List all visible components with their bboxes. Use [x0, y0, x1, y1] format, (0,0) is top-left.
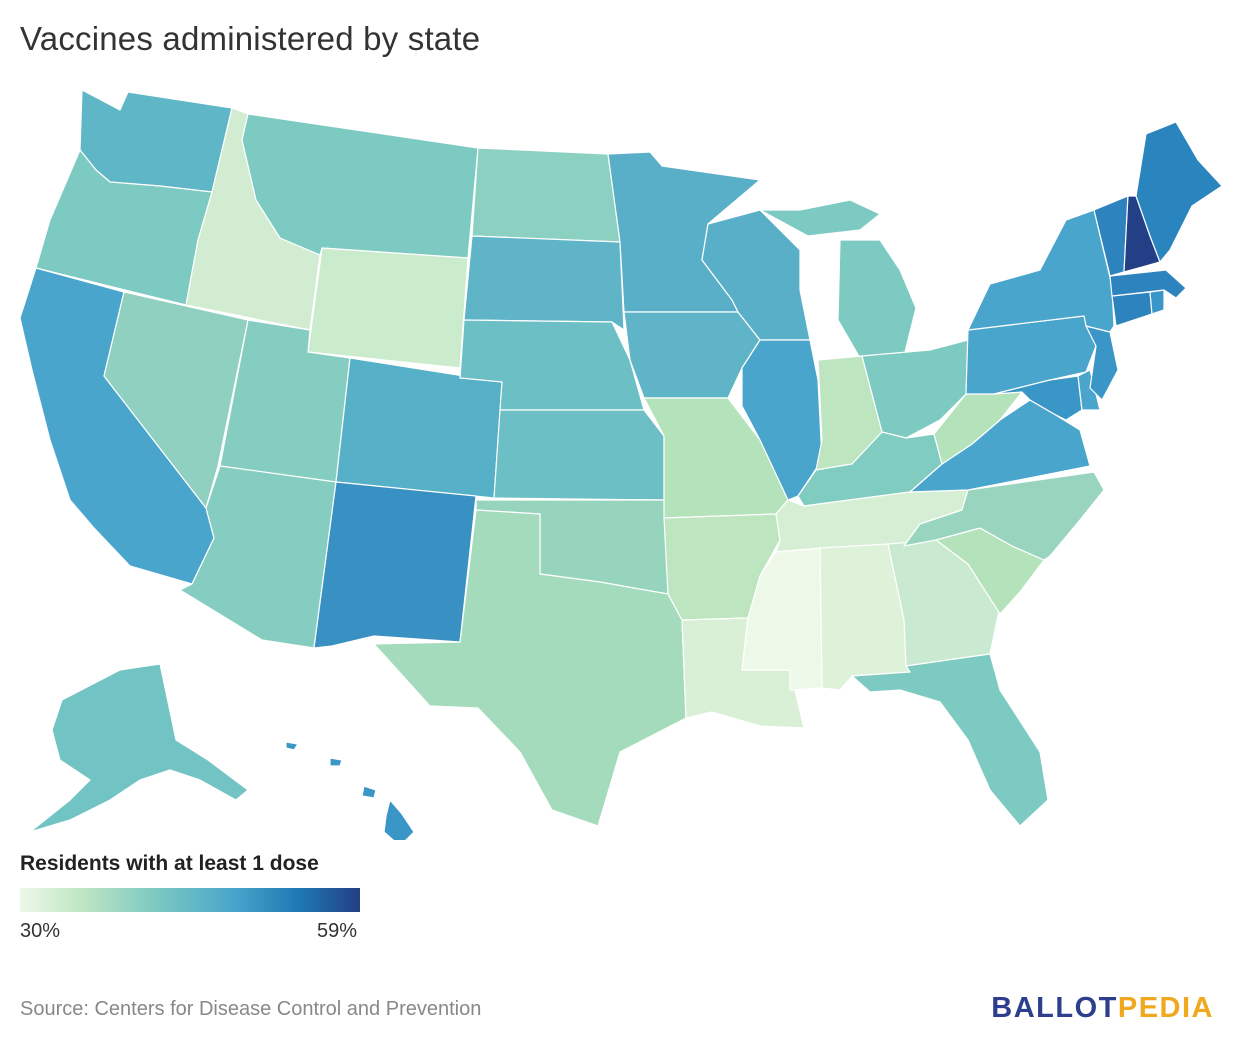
- state-IA[interactable]: [623, 311, 761, 399]
- map-title: Vaccines administered by state: [20, 20, 481, 57]
- state-SD[interactable]: [463, 235, 625, 331]
- state-TX[interactable]: [373, 509, 687, 827]
- source-note: Source: Centers for Disease Control and …: [20, 998, 482, 1020]
- state-RI[interactable]: [1149, 289, 1165, 315]
- state-NV[interactable]: [103, 291, 249, 509]
- state-NY[interactable]: [967, 209, 1115, 333]
- us-choropleth-map: [19, 89, 1223, 840]
- state-ME[interactable]: [1135, 121, 1223, 263]
- state-IL[interactable]: [741, 339, 823, 501]
- state-MT[interactable]: [241, 113, 479, 259]
- state-WY[interactable]: [307, 247, 469, 369]
- logo-part-ballot: BALLOT: [991, 992, 1118, 1024]
- state-ND[interactable]: [471, 147, 621, 243]
- state-FL[interactable]: [851, 653, 1049, 827]
- ballotpedia-logo[interactable]: BALLOTPEDIA: [991, 992, 1214, 1025]
- state-AK[interactable]: [29, 663, 249, 833]
- state-MA[interactable]: [1109, 269, 1187, 299]
- states-layer: [19, 89, 1223, 840]
- state-DE[interactable]: [1077, 369, 1101, 411]
- legend-title: Residents with at least 1 dose: [20, 852, 319, 875]
- state-MI[interactable]: [759, 199, 917, 359]
- state-MD[interactable]: [993, 375, 1083, 421]
- state-CT[interactable]: [1111, 291, 1153, 327]
- state-HI[interactable]: [285, 741, 415, 840]
- legend-color-bar: [20, 888, 360, 912]
- logo-part-pedia: PEDIA: [1117, 992, 1214, 1024]
- state-NM[interactable]: [313, 481, 477, 649]
- legend-min-label: 30%: [20, 920, 61, 942]
- legend-max-label: 59%: [317, 920, 358, 942]
- state-KS[interactable]: [493, 409, 665, 501]
